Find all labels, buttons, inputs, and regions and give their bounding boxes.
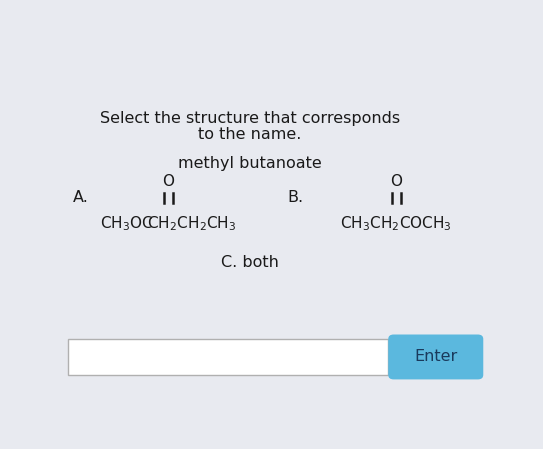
Text: A.: A. bbox=[73, 190, 89, 205]
FancyBboxPatch shape bbox=[388, 335, 483, 379]
Text: Select the structure that corresponds: Select the structure that corresponds bbox=[100, 111, 400, 127]
Text: B.: B. bbox=[288, 190, 304, 205]
Text: C. both: C. both bbox=[221, 255, 279, 270]
Text: to the name.: to the name. bbox=[198, 127, 301, 142]
Text: $\mathregular{CH_3CH_2COCH_3}$: $\mathregular{CH_3CH_2COCH_3}$ bbox=[340, 214, 452, 233]
Text: O: O bbox=[162, 174, 174, 189]
Text: O: O bbox=[390, 174, 402, 189]
Text: $\mathregular{CH_3OC\!\!CH_2CH_2CH_3}$: $\mathregular{CH_3OC\!\!CH_2CH_2CH_3}$ bbox=[100, 214, 237, 233]
Text: methyl butanoate: methyl butanoate bbox=[178, 156, 321, 172]
Text: Enter: Enter bbox=[414, 349, 457, 365]
FancyBboxPatch shape bbox=[68, 339, 388, 375]
